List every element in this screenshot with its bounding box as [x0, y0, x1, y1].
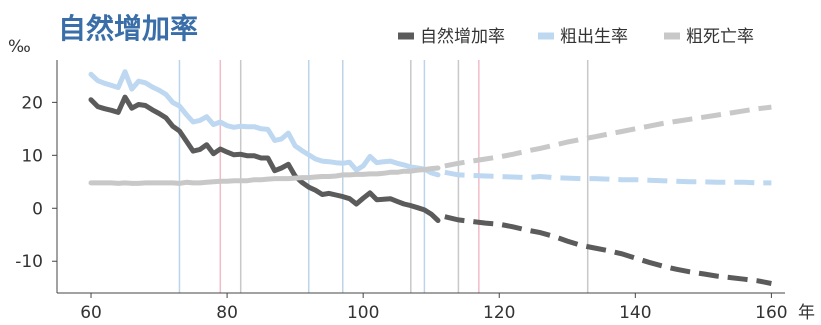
y-tick-label: 20	[21, 93, 43, 113]
series-layer	[88, 69, 772, 286]
y-tick-label: 10	[21, 146, 43, 166]
legend-label-3: 粗死亡率	[686, 27, 754, 47]
y-tick-label: -10	[15, 252, 43, 272]
x-tick-label: 60	[80, 303, 102, 323]
series-1-actual-line	[88, 94, 441, 223]
series-1-projection-line	[444, 214, 772, 286]
x-tick-label: 100	[347, 303, 379, 323]
tick-labels: 60 80 100 120 140 160 -10 0 10 20	[15, 93, 787, 323]
axes	[56, 60, 785, 294]
chart-title: 自然增加率	[58, 12, 198, 45]
legend: 自然增加率 粗出生率 粗死亡率	[398, 27, 754, 47]
series-3-projection-line	[444, 104, 772, 169]
y-tick-label: 0	[32, 199, 43, 219]
x-tick-label: 160	[755, 303, 787, 323]
series-2-projection-line	[444, 169, 772, 186]
x-tick-label: 140	[619, 303, 651, 323]
legend-label-2: 粗出生率	[560, 27, 628, 47]
reference-lines	[178, 60, 589, 293]
series-2-actual-line	[88, 69, 441, 178]
x-axis-unit: 年	[798, 303, 815, 323]
y-axis-unit: ‰	[8, 37, 31, 57]
series-3-actual-line	[88, 165, 441, 186]
x-tick-label: 120	[483, 303, 515, 323]
x-tick-label: 80	[216, 303, 238, 323]
legend-label-1: 自然增加率	[420, 27, 505, 47]
